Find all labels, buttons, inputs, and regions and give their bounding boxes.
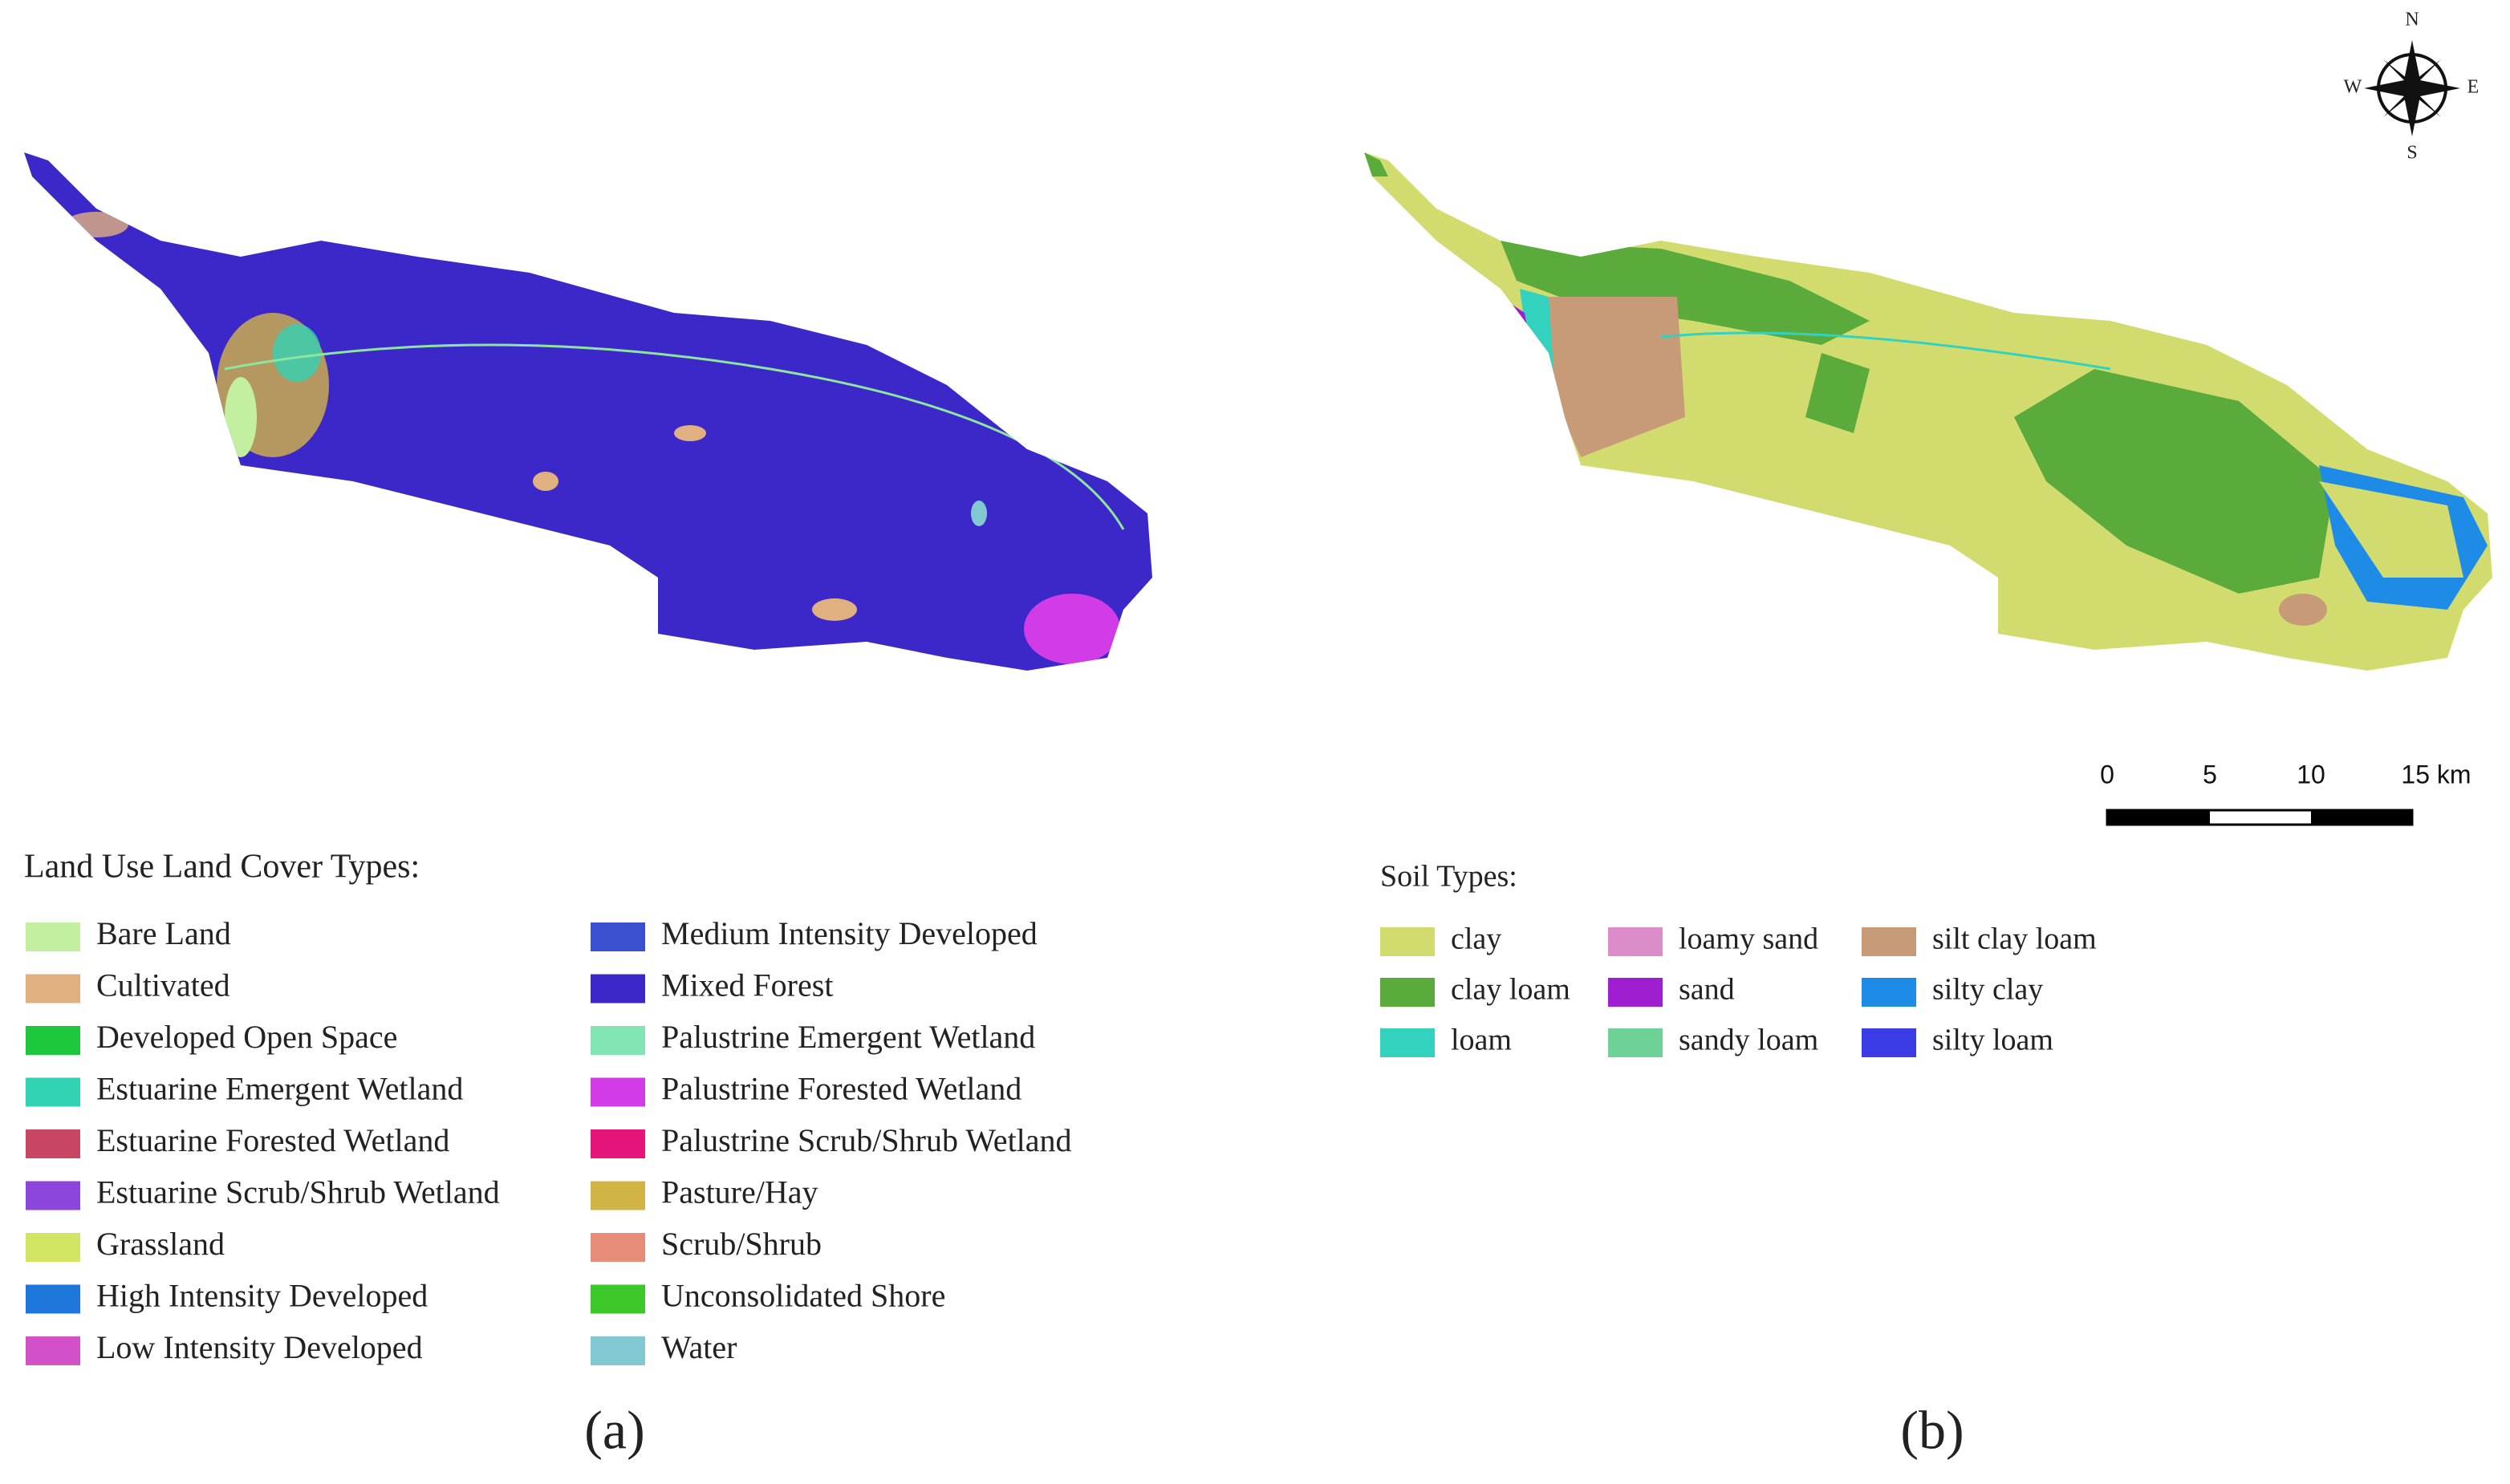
legend-label: sandy loam xyxy=(1679,1024,1818,1057)
legend-swatch xyxy=(591,1336,645,1365)
panel-label: (b) xyxy=(1900,1400,1964,1461)
legend-label: Developed Open Space xyxy=(96,1019,397,1055)
legend-swatch xyxy=(591,1181,645,1210)
legend-title: Land Use Land Cover Types: xyxy=(24,849,420,886)
legend-swatch xyxy=(26,1233,80,1262)
legend-label: Water xyxy=(661,1329,737,1365)
legend-label: Palustrine Scrub/Shrub Wetland xyxy=(661,1122,1072,1158)
patch xyxy=(533,472,558,491)
legend-label: loam xyxy=(1451,1024,1512,1057)
legend-label: Pasture/Hay xyxy=(661,1174,818,1210)
legend-swatch xyxy=(26,922,80,951)
compass-star xyxy=(2383,59,2441,117)
legend-label: Low Intensity Developed xyxy=(96,1329,423,1365)
legend-swatch xyxy=(1862,1028,1916,1057)
patch xyxy=(2279,594,2327,626)
legend-label: Cultivated xyxy=(96,967,230,1004)
legend-label: Scrub/Shrub xyxy=(661,1226,822,1262)
legend-swatch xyxy=(26,1284,80,1314)
legend-swatch xyxy=(26,974,80,1004)
legend-label: clay loam xyxy=(1451,973,1570,1007)
patch xyxy=(1501,241,1870,345)
legend-label: Bare Land xyxy=(96,915,231,951)
patch xyxy=(1541,297,1685,457)
legend-label: silt clay loam xyxy=(1932,922,2097,956)
map-b xyxy=(1364,152,2492,671)
legend-swatch xyxy=(1608,978,1663,1007)
legend-swatch xyxy=(591,1026,645,1055)
patch xyxy=(64,212,128,237)
patch xyxy=(2014,369,2335,594)
legend-swatch xyxy=(591,922,645,951)
legend-swatch xyxy=(26,1026,80,1055)
legend-swatch xyxy=(591,1233,645,1262)
legend-title: Soil Types: xyxy=(1380,860,1517,894)
river xyxy=(1660,331,2111,371)
legend-swatch xyxy=(1380,978,1435,1007)
watershed xyxy=(24,152,1152,671)
patch xyxy=(1805,353,1870,433)
legend-label: silty clay xyxy=(1932,973,2043,1007)
legend-label: Palustrine Emergent Wetland xyxy=(661,1019,1035,1055)
legend-label: silty loam xyxy=(1932,1024,2053,1057)
legend-label: Medium Intensity Developed xyxy=(661,915,1038,951)
soil-patches xyxy=(1364,152,2488,626)
map-a xyxy=(24,152,1152,671)
legend-label: High Intensity Developed xyxy=(96,1278,428,1314)
legend-swatch xyxy=(1380,927,1435,956)
legend-swatch xyxy=(591,974,645,1004)
legend-b: Soil Types: clay clay loam loam loamy sand s… xyxy=(1380,860,2097,1057)
legend-swatch xyxy=(1862,978,1916,1007)
patch xyxy=(273,324,321,382)
patch xyxy=(812,598,857,621)
legend-label: sand xyxy=(1679,973,1735,1007)
scale-label: 5 xyxy=(2203,760,2217,789)
legend-swatch xyxy=(591,1077,645,1107)
patch xyxy=(225,377,257,457)
legend-label: loamy sand xyxy=(1679,922,1818,956)
patch xyxy=(2319,481,2463,578)
legend-swatch xyxy=(591,1129,645,1158)
compass-s: S xyxy=(2406,143,2417,164)
legend-swatch xyxy=(26,1129,80,1158)
land-patches xyxy=(64,212,1125,664)
legend-swatch xyxy=(26,1181,80,1210)
legend-swatch xyxy=(1608,1028,1663,1057)
scale-bar: 0 5 10 15 km xyxy=(2100,760,2471,826)
compass-n: N xyxy=(2405,10,2419,30)
legend-swatch xyxy=(26,1336,80,1365)
patch xyxy=(971,501,987,526)
compass-star xyxy=(2364,40,2460,136)
patch xyxy=(1024,594,1120,664)
legend-label: Mixed Forest xyxy=(661,967,833,1004)
legend-label: Grassland xyxy=(96,1226,225,1262)
legend-label: Estuarine Forested Wetland xyxy=(96,1122,449,1158)
compass-e: E xyxy=(2467,77,2480,98)
legend-label: Estuarine Emergent Wetland xyxy=(96,1071,463,1107)
compass: N S W E xyxy=(2344,10,2480,164)
legend-label: Palustrine Forested Wetland xyxy=(661,1071,1021,1107)
scale-label: 15 km xyxy=(2401,760,2471,789)
legend-swatch xyxy=(1608,927,1663,956)
watershed xyxy=(1364,152,2492,671)
legend-swatch xyxy=(26,1077,80,1107)
legend-swatch xyxy=(1862,927,1916,956)
legend-label: clay xyxy=(1451,922,1501,956)
patch xyxy=(674,425,706,441)
legend-swatch xyxy=(591,1284,645,1314)
scale-segment xyxy=(2107,810,2210,825)
panel-label: (a) xyxy=(584,1400,644,1461)
compass-w: W xyxy=(2344,77,2362,98)
legend-label: Unconsolidated Shore xyxy=(661,1278,945,1314)
legend-a: Land Use Land Cover Types: Bare Land Cult… xyxy=(24,849,1072,1366)
scale-segment xyxy=(2311,810,2412,825)
river xyxy=(224,343,1125,530)
legend-label: Estuarine Scrub/Shrub Wetland xyxy=(96,1174,500,1210)
patch xyxy=(1364,152,1388,176)
legend-swatch xyxy=(1380,1028,1435,1057)
scale-label: 0 xyxy=(2100,760,2114,789)
scale-label: 10 xyxy=(2297,760,2325,789)
